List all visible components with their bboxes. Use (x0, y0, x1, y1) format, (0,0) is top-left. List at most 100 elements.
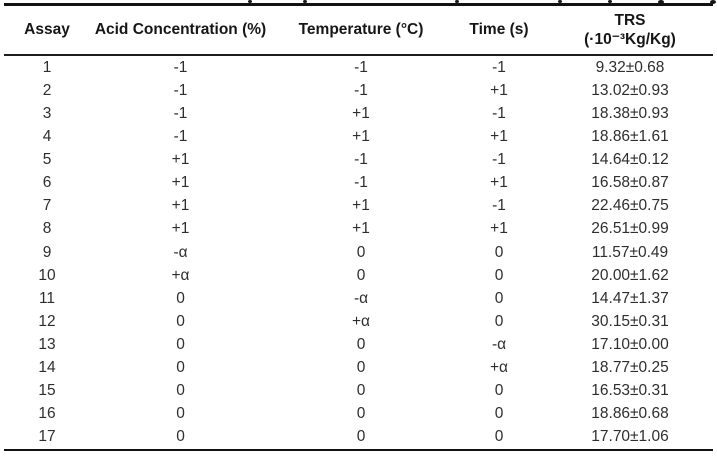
cell-trs: 18.38±0.93 (591, 104, 669, 122)
descender-mark (608, 0, 612, 3)
cell-assay: 1 (42, 58, 52, 76)
cell-temp: 0 (356, 428, 366, 446)
cell-assay: 4 (42, 128, 52, 146)
descender-mark (303, 0, 307, 3)
table-row: 14 0 0 +α 18.77±0.25 (4, 356, 713, 379)
cell-assay: 5 (42, 151, 52, 169)
table-body: 1 -1 -1 -1 9.32±0.68 2 -1 -1 +1 13.02±0.93 3 -1 +1 -1… (4, 55, 713, 450)
cell-acid: -α (173, 243, 188, 261)
cell-time: 0 (494, 289, 504, 307)
descender-mark (248, 0, 252, 3)
table-row: 17 0 0 0 17.70±1.06 (4, 426, 713, 450)
cell-temp: 0 (356, 405, 366, 423)
cell-trs: 22.46±0.75 (591, 197, 669, 215)
cell-assay: 2 (42, 81, 52, 99)
cell-acid: 0 (176, 312, 185, 330)
cell-assay: 14 (38, 359, 56, 377)
cell-trs: 17.10±0.00 (591, 335, 669, 353)
cell-time: 0 (494, 266, 504, 284)
cell-time: +1 (490, 128, 508, 146)
cell-temp: 0 (356, 243, 366, 261)
cell-trs: 20.00±1.62 (591, 266, 669, 284)
cell-time: -1 (492, 104, 506, 122)
cell-assay: 3 (42, 104, 52, 122)
column-header-temperature: Temperature (°C) (271, 4, 451, 56)
cell-assay: 8 (42, 220, 52, 238)
table-row: 6 +1 -1 +1 16.58±0.87 (4, 171, 713, 194)
cell-acid: +1 (171, 174, 190, 192)
cell-assay: 12 (38, 312, 56, 330)
cell-assay: 10 (38, 266, 56, 284)
table-row: 3 -1 +1 -1 18.38±0.93 (4, 102, 713, 125)
table-header: Assay Acid Concentration (%) Temperature… (4, 4, 713, 56)
trs-label: TRS (614, 12, 646, 29)
cell-trs: 11.57±0.49 (591, 243, 669, 261)
cell-time: 0 (494, 312, 504, 330)
cell-assay: 13 (38, 335, 56, 353)
cell-temp: +1 (352, 197, 370, 215)
cell-acid: 0 (176, 359, 185, 377)
cell-trs: 9.32±0.68 (595, 58, 665, 76)
cell-trs: 13.02±0.93 (591, 81, 669, 99)
table-row: 16 0 0 0 18.86±0.68 (4, 402, 713, 425)
column-header-trs: TRS (·10⁻³Kg/Kg) (547, 4, 713, 56)
cell-time: 0 (494, 405, 504, 423)
header-row: Assay Acid Concentration (%) Temperature… (4, 4, 713, 56)
cell-trs: 30.15±0.31 (591, 312, 669, 330)
descender-mark (710, 0, 716, 4)
descender-mark (455, 0, 459, 3)
cell-assay: 16 (38, 405, 56, 423)
table-row: 7 +1 +1 -1 22.46±0.75 (4, 195, 713, 218)
cell-acid: 0 (176, 289, 185, 307)
cell-trs: 14.47±1.37 (591, 289, 669, 307)
cell-assay: 7 (42, 197, 52, 215)
table-row: 11 0 -α 0 14.47±1.37 (4, 287, 713, 310)
table-row: 15 0 0 0 16.53±0.31 (4, 379, 713, 402)
trs-unit: (·10⁻³Kg/Kg) (584, 31, 676, 48)
cell-temp: +1 (352, 128, 370, 146)
cell-time: +1 (490, 81, 508, 99)
cell-acid: 0 (176, 335, 185, 353)
column-header-time: Time (s) (451, 4, 547, 56)
cell-acid: -1 (173, 104, 188, 122)
cell-temp: +1 (352, 220, 370, 238)
cell-temp: +1 (352, 104, 370, 122)
cell-time: -1 (492, 197, 506, 215)
table-row: 13 0 0 -α 17.10±0.00 (4, 333, 713, 356)
cell-trs: 17.70±1.06 (591, 428, 669, 446)
cell-acid: 0 (176, 382, 185, 400)
cell-time: +1 (490, 174, 508, 192)
cell-assay: 17 (38, 428, 56, 446)
table-row: 10 +α 0 0 20.00±1.62 (4, 264, 713, 287)
cell-acid: 0 (176, 405, 185, 423)
cell-temp: +α (351, 312, 370, 330)
cell-trs: 26.51±0.99 (591, 220, 669, 238)
table-row: 1 -1 -1 -1 9.32±0.68 (4, 55, 713, 79)
cell-trs: 18.77±0.25 (591, 359, 669, 377)
cell-temp: 0 (356, 359, 366, 377)
cell-time: +α (489, 359, 508, 377)
cropped-caption-fragment (0, 0, 717, 4)
cell-temp: -1 (354, 81, 368, 99)
cell-temp: -1 (354, 174, 368, 192)
column-header-acid-concentration: Acid Concentration (%) (90, 4, 271, 56)
descender-mark (658, 0, 664, 4)
descender-mark (558, 0, 562, 3)
cell-trs: 18.86±0.68 (591, 405, 669, 423)
cell-acid: +1 (171, 151, 190, 169)
cell-trs: 16.58±0.87 (591, 174, 669, 192)
cell-acid: +α (171, 266, 190, 284)
table-row: 4 -1 +1 +1 18.86±1.61 (4, 125, 713, 148)
cell-time: -α (491, 335, 507, 353)
column-header-assay: Assay (4, 4, 90, 56)
cell-trs: 18.86±1.61 (591, 128, 669, 146)
cell-temp: -1 (354, 58, 368, 76)
cell-time: -1 (492, 151, 506, 169)
cell-acid: 0 (176, 428, 185, 446)
cell-time: 0 (494, 382, 504, 400)
cell-time: 0 (494, 243, 504, 261)
table-row: 9 -α 0 0 11.57±0.49 (4, 241, 713, 264)
cell-assay: 11 (38, 289, 56, 307)
cell-time: 0 (494, 428, 504, 446)
